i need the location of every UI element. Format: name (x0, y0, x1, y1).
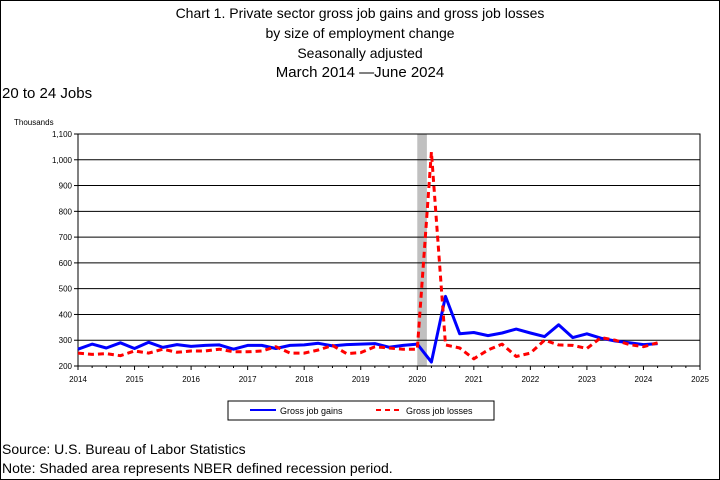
chart-title-line-1: Chart 1. Private sector gross job gains … (175, 5, 545, 21)
x-tick-label: 2020 (408, 375, 426, 384)
chart-subtitle: 20 to 24 Jobs (2, 85, 93, 102)
y-tick-label: 300 (59, 336, 73, 345)
x-tick-label: 2024 (635, 375, 653, 384)
legend-losses-label: Gross job losses (406, 406, 473, 416)
chart-title-date-range: March 2014 —June 2024 (275, 64, 445, 81)
recession-layer (417, 134, 427, 366)
y-tick-label: 600 (59, 259, 73, 268)
y-tick-label: 200 (59, 362, 73, 371)
gross-job-losses-line (77, 150, 658, 361)
x-tick-label: 2016 (182, 375, 200, 384)
x-tick-label: 2015 (126, 375, 144, 384)
x-tick-label: 2019 (352, 375, 370, 384)
x-tick-label: 2017 (239, 375, 257, 384)
plot-area-border (77, 133, 701, 367)
y-tick-label: 500 (59, 285, 73, 294)
recession-note: Note: Shaded area represents NBER define… (2, 460, 393, 476)
gross-job-gains-line (77, 294, 658, 364)
y-tick-label: 400 (59, 310, 73, 319)
x-tick-label: 2014 (69, 375, 87, 384)
x-axis: 2014 2015 2016 2017 2018 2019 2020 2021 2022 2023… (69, 366, 709, 384)
x-tick-label: 2022 (521, 375, 539, 384)
y-axis-units-label: Thousands (14, 118, 54, 127)
chart-title-line-3: Seasonally adjusted (297, 45, 423, 61)
x-tick-label: 2025 (691, 375, 709, 384)
y-tick-label: 900 (59, 182, 73, 191)
x-tick-label: 2021 (465, 375, 483, 384)
x-tick-label: 2018 (295, 375, 313, 384)
y-tick-label: 1,000 (52, 156, 73, 165)
chart-title-line-2: by size of employment change (265, 25, 455, 41)
x-tick-label: 2023 (578, 375, 596, 384)
legend-gains-label: Gross job gains (280, 406, 343, 416)
source-note: Source: U.S. Bureau of Labor Statistics (2, 441, 246, 457)
y-tick-label: 700 (59, 233, 73, 242)
y-tick-label: 1,100 (52, 130, 73, 139)
legend-box (227, 400, 495, 421)
y-tick-label: 800 (59, 207, 73, 216)
legend: Gross job gains Gross job losses (227, 400, 495, 421)
series-layer (77, 150, 658, 364)
y-axis: 200 300 400 500 600 700 800 900 1,000 1,100 (52, 130, 78, 371)
grid-layer (78, 133, 700, 367)
recession-shading (417, 134, 427, 366)
